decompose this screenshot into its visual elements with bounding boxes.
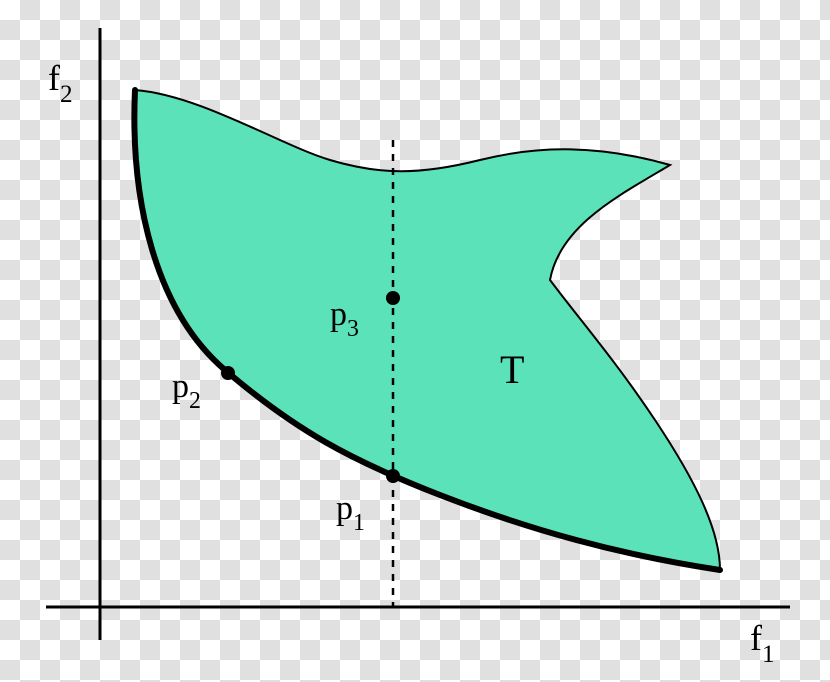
region-label: T [500, 350, 524, 390]
point-p1-label: p1 [336, 492, 365, 533]
y-axis-label: f2 [48, 60, 73, 103]
pareto-frontier-diagram: { "diagram": { "type": "pareto-frontier"… [0, 0, 830, 682]
point-p3-label: p3 [330, 298, 359, 339]
point-p3 [386, 291, 400, 305]
point-p1 [386, 469, 400, 483]
point-p2-label: p2 [172, 370, 201, 411]
point-p2 [221, 366, 235, 380]
feasible-region [134, 90, 720, 570]
diagram-svg [0, 0, 830, 682]
x-axis-label: f1 [750, 620, 775, 663]
